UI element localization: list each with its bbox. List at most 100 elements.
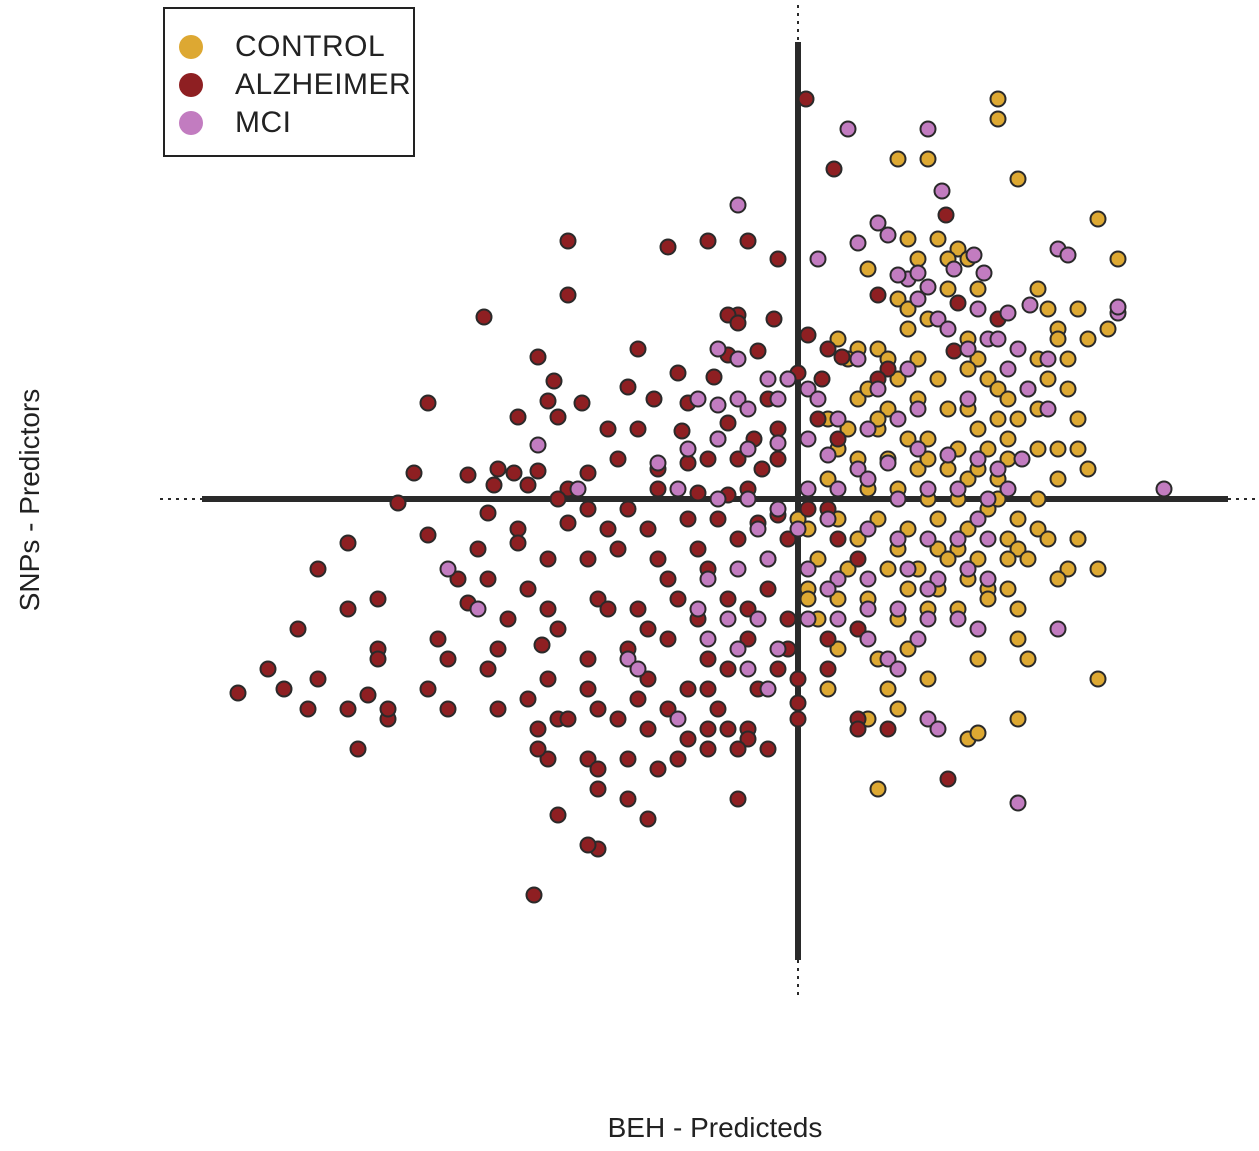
point-alzheimer-2 bbox=[937, 206, 955, 224]
point-mci-113 bbox=[739, 660, 757, 678]
point-mci-2 bbox=[729, 196, 747, 214]
point-alzheimer-186 bbox=[849, 720, 867, 738]
point-alzheimer-63 bbox=[753, 460, 771, 478]
point-alzheimer-162 bbox=[609, 710, 627, 728]
point-alzheimer-183 bbox=[729, 740, 747, 758]
point-control-4 bbox=[1009, 170, 1027, 188]
point-control-80 bbox=[869, 510, 887, 528]
point-alzheimer-146 bbox=[275, 680, 293, 698]
point-alzheimer-9 bbox=[475, 308, 493, 326]
point-alzheimer-92 bbox=[509, 534, 527, 552]
point-alzheimer-174 bbox=[379, 700, 397, 718]
point-mci-30 bbox=[709, 340, 727, 358]
point-alzheimer-78 bbox=[479, 504, 497, 522]
point-control-121 bbox=[829, 640, 847, 658]
point-control-3 bbox=[919, 150, 937, 168]
point-alzheimer-15 bbox=[819, 340, 837, 358]
point-alzheimer-94 bbox=[579, 550, 597, 568]
point-control-136 bbox=[969, 724, 987, 742]
point-control-101 bbox=[999, 550, 1017, 568]
point-mci-128 bbox=[969, 510, 987, 528]
point-control-31 bbox=[909, 350, 927, 368]
point-mci-16 bbox=[1021, 296, 1039, 314]
point-mci-120 bbox=[919, 710, 937, 728]
point-alzheimer-149 bbox=[519, 690, 537, 708]
point-alzheimer-108 bbox=[589, 590, 607, 608]
point-alzheimer-107 bbox=[539, 600, 557, 618]
point-alzheimer-104 bbox=[449, 570, 467, 588]
point-mci-79 bbox=[819, 510, 837, 528]
point-control-34 bbox=[959, 360, 977, 378]
point-mci-81 bbox=[889, 530, 907, 548]
point-mci-27 bbox=[969, 300, 987, 318]
point-control-127 bbox=[919, 670, 937, 688]
point-control-137 bbox=[1069, 530, 1087, 548]
point-control-47 bbox=[1009, 410, 1027, 428]
point-mci-13 bbox=[965, 246, 983, 264]
point-alzheimer-127 bbox=[579, 650, 597, 668]
point-mci-115 bbox=[889, 660, 907, 678]
point-mci-88 bbox=[799, 560, 817, 578]
point-alzheimer-110 bbox=[669, 590, 687, 608]
point-mci-64 bbox=[569, 480, 587, 498]
point-alzheimer-133 bbox=[819, 630, 837, 648]
point-mci-73 bbox=[919, 480, 937, 498]
point-mci-93 bbox=[959, 560, 977, 578]
point-control-83 bbox=[959, 520, 977, 538]
point-alzheimer-144 bbox=[719, 660, 737, 678]
point-alzheimer-139 bbox=[479, 660, 497, 678]
point-control-125 bbox=[1009, 630, 1027, 648]
point-alzheimer-143 bbox=[679, 680, 697, 698]
point-mci-4 bbox=[869, 214, 887, 232]
point-alzheimer-76 bbox=[799, 500, 817, 518]
point-mci-107 bbox=[1049, 620, 1067, 638]
point-mci-121 bbox=[929, 720, 947, 738]
point-mci-116 bbox=[909, 630, 927, 648]
point-mci-58 bbox=[879, 454, 897, 472]
point-mci-112 bbox=[629, 660, 647, 678]
point-control-104 bbox=[829, 590, 847, 608]
point-mci-28 bbox=[929, 310, 947, 328]
point-alzheimer-101 bbox=[659, 570, 677, 588]
point-mci-89 bbox=[829, 570, 847, 588]
point-mci-86 bbox=[729, 560, 747, 578]
point-control-6 bbox=[929, 230, 947, 248]
point-mci-24 bbox=[989, 330, 1007, 348]
point-control-60 bbox=[1069, 440, 1087, 458]
point-alzheimer-191 bbox=[549, 806, 567, 824]
point-alzheimer-112 bbox=[759, 580, 777, 598]
point-mci-118 bbox=[759, 680, 777, 698]
point-mci-69 bbox=[799, 480, 817, 498]
point-control-52 bbox=[899, 430, 917, 448]
point-alzheimer-68 bbox=[549, 490, 567, 508]
point-control-119 bbox=[1089, 560, 1107, 578]
point-alzheimer-167 bbox=[529, 720, 547, 738]
point-alzheimer-5 bbox=[699, 232, 717, 250]
point-control-146 bbox=[919, 450, 937, 468]
point-mci-99 bbox=[749, 610, 767, 628]
point-alzheimer-27 bbox=[545, 372, 563, 390]
point-alzheimer-154 bbox=[789, 670, 807, 688]
point-alzheimer-163 bbox=[659, 700, 677, 718]
point-control-145 bbox=[799, 590, 817, 608]
point-mci-111 bbox=[619, 650, 637, 668]
point-mci-3 bbox=[933, 182, 951, 200]
point-control-45 bbox=[969, 420, 987, 438]
point-alzheimer-182 bbox=[589, 760, 607, 778]
point-alzheimer-50 bbox=[829, 430, 847, 448]
point-alzheimer-142 bbox=[639, 670, 657, 688]
point-alzheimer-120 bbox=[739, 600, 757, 618]
point-alzheimer-179 bbox=[739, 730, 757, 748]
point-mci-96 bbox=[469, 600, 487, 618]
point-alzheimer-19 bbox=[879, 360, 897, 378]
point-control-92 bbox=[1009, 540, 1027, 558]
point-alzheimer-165 bbox=[789, 694, 807, 712]
point-mci-101 bbox=[829, 610, 847, 628]
point-mci-108 bbox=[699, 630, 717, 648]
point-control-149 bbox=[1039, 370, 1057, 388]
point-mci-44 bbox=[909, 400, 927, 418]
point-alzheimer-175 bbox=[539, 750, 557, 768]
point-mci-87 bbox=[759, 550, 777, 568]
point-alzheimer-148 bbox=[419, 680, 437, 698]
